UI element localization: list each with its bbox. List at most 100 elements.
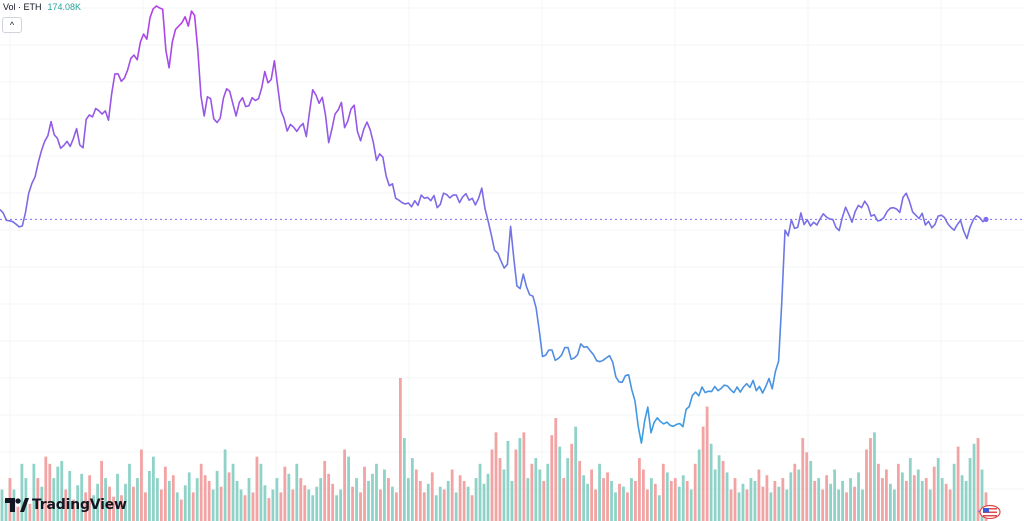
volume-bar	[398, 378, 402, 521]
volume-bar	[414, 469, 418, 521]
volume-bar	[291, 489, 295, 521]
volume-bar	[371, 473, 374, 521]
volume-bar	[136, 478, 139, 521]
volume-bar	[968, 458, 972, 521]
volume-bar	[805, 452, 809, 521]
volume-bar	[167, 480, 171, 521]
volume-bar	[773, 480, 777, 521]
volume-bar	[677, 486, 681, 521]
volume-bar	[175, 492, 179, 521]
volume-bar	[729, 489, 733, 521]
volume-bar	[36, 478, 40, 521]
volume-bar	[562, 478, 566, 521]
volume-bar	[685, 480, 689, 521]
volume-bar	[885, 469, 888, 521]
volume-bar	[554, 418, 558, 521]
volume-bar	[626, 492, 629, 521]
volume-bar	[219, 486, 223, 521]
volume-bar	[311, 495, 315, 521]
volume-bar	[877, 463, 880, 521]
volume-bar	[283, 466, 287, 521]
price-line-series	[0, 5, 987, 444]
volume-legend: Vol · ETH 174.08K	[3, 2, 81, 12]
volume-bar	[402, 438, 406, 521]
volume-bar	[395, 492, 398, 521]
volume-bar	[693, 463, 697, 521]
volume-bar	[976, 438, 980, 521]
volume-bar	[542, 480, 546, 521]
volume-bar	[697, 449, 701, 521]
volume-bar	[323, 460, 327, 521]
last-price-point	[983, 216, 989, 223]
volume-bar	[522, 432, 526, 521]
volume-bar	[936, 458, 940, 521]
volume-bar	[940, 478, 944, 521]
volume-bar	[956, 446, 960, 521]
volume-bar	[622, 486, 625, 521]
volume-bar	[518, 438, 522, 521]
volume-bar	[56, 466, 60, 521]
volume-bar	[251, 492, 255, 521]
volume-bar	[765, 475, 769, 521]
volume-bar	[510, 480, 514, 521]
volume-bar	[964, 480, 968, 521]
volume-bar	[916, 469, 920, 521]
volume-bar	[470, 495, 474, 521]
volume-bar	[331, 483, 335, 521]
volume-bar	[873, 432, 876, 521]
collapse-legend-button[interactable]: ^	[2, 17, 22, 33]
volume-bar	[223, 449, 227, 521]
volume-bar	[793, 463, 797, 521]
volume-bar	[351, 486, 354, 521]
volume-bar	[861, 489, 864, 521]
volume-bar	[112, 496, 115, 521]
tradingview-logo[interactable]: TradingView	[5, 497, 127, 513]
volume-bar	[410, 458, 414, 521]
volume-bar	[295, 463, 299, 521]
volume-bar	[881, 478, 884, 521]
volume-bar	[438, 486, 442, 521]
volume-bar	[379, 489, 382, 521]
volume-bar	[817, 478, 821, 521]
volume-bar	[203, 475, 207, 521]
volume-bar	[889, 483, 892, 521]
volume-bar	[482, 483, 486, 521]
volume-bar	[462, 480, 466, 521]
volume-bar	[490, 449, 494, 521]
tradingview-logo-text: TradingView	[32, 497, 127, 513]
volume-bar	[359, 492, 362, 521]
volume-bar	[454, 492, 458, 521]
volume-bar	[614, 492, 617, 521]
volume-bar	[853, 486, 856, 521]
volume-bar	[904, 480, 908, 521]
volume-bar	[422, 492, 426, 521]
volume-bar	[829, 483, 833, 521]
volume-bar	[442, 489, 446, 521]
volume-bar	[502, 469, 506, 521]
volume-bar	[944, 483, 948, 521]
us-flag-icon[interactable]	[977, 504, 1001, 519]
volume-bar	[673, 478, 677, 521]
volume-bar	[363, 466, 366, 521]
volume-bar	[709, 443, 713, 521]
volume-bar	[48, 463, 52, 521]
volume-bar	[761, 486, 765, 521]
volume-bar	[140, 449, 143, 521]
volume-bar	[315, 486, 319, 521]
volume-bar	[546, 463, 550, 521]
volume-bar	[44, 456, 48, 521]
volume-bar	[263, 485, 267, 521]
volume-bar	[16, 506, 20, 521]
volume-bar	[972, 443, 976, 521]
volume-bar	[912, 475, 916, 521]
volume-bar	[430, 472, 434, 521]
volume-bar	[821, 489, 825, 521]
volume-bars	[0, 378, 988, 521]
volume-bar	[446, 480, 450, 521]
volume-bar	[534, 458, 538, 521]
volume-bar	[474, 478, 478, 521]
volume-bar	[849, 478, 852, 521]
volume-bar	[681, 475, 685, 521]
